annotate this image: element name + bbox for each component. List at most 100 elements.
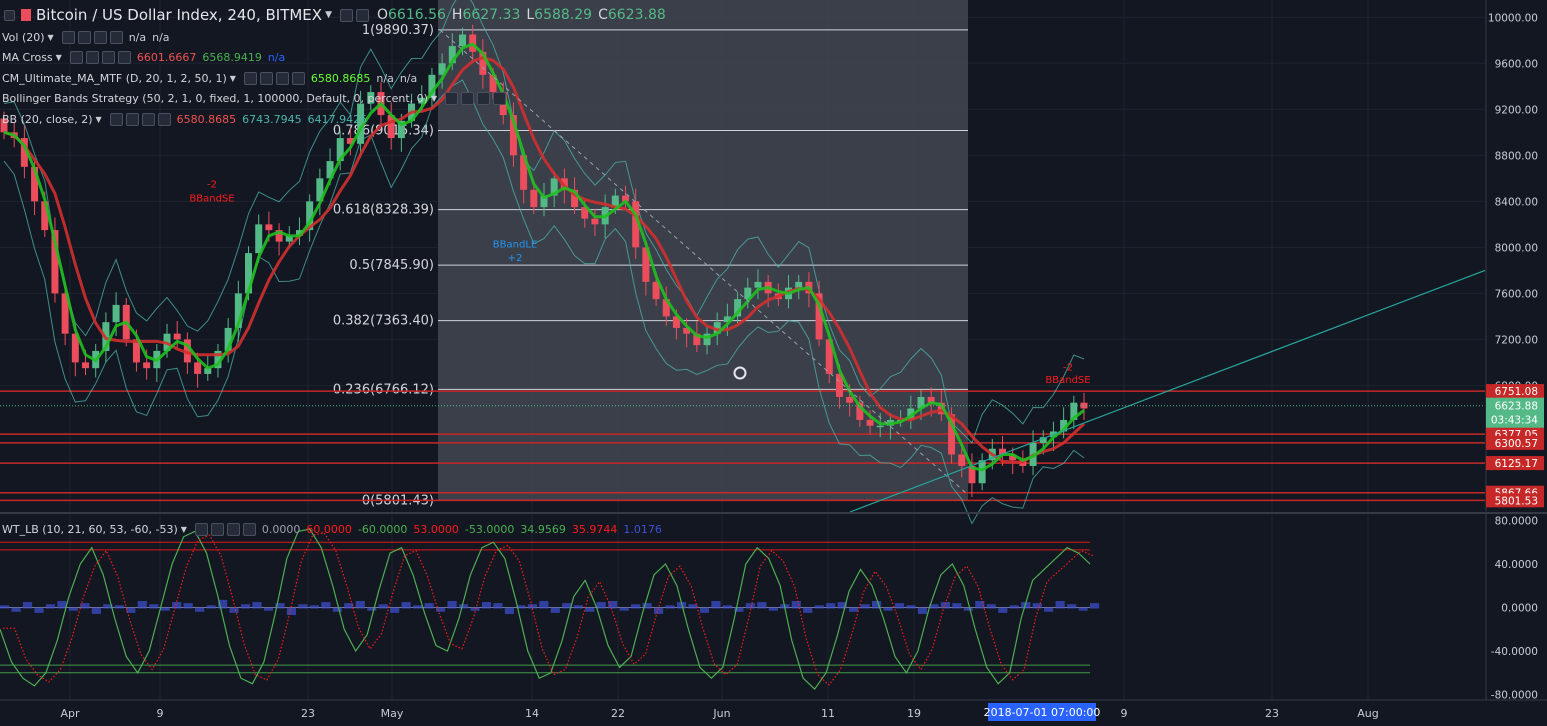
format-icon[interactable] <box>226 522 240 536</box>
oscillator-histogram-bar <box>883 607 893 611</box>
source-icon[interactable] <box>259 71 273 85</box>
indicator-name[interactable]: Vol (20) <box>2 30 45 44</box>
oscillator-histogram-bar <box>998 607 1008 613</box>
indicator-value: 6580.8685 <box>310 71 371 85</box>
settings-icon[interactable] <box>445 92 459 105</box>
candle-body <box>183 339 191 363</box>
candle-body <box>357 103 365 144</box>
indicator-row: BB (20, close, 2) ▼ 6580.8685 6743.7945 6417… <box>0 110 367 128</box>
source-icon[interactable] <box>210 522 224 536</box>
settings-icon[interactable] <box>243 71 257 85</box>
candle-body <box>306 201 314 231</box>
remove-icon[interactable] <box>242 522 256 536</box>
strategy-signal-label: BBandSE <box>189 193 234 204</box>
oscillator-histogram-bar <box>894 603 905 609</box>
chevron-down-icon[interactable]: ▼ <box>95 114 102 124</box>
candle-body <box>509 115 517 156</box>
oscillator-histogram-bar <box>1090 603 1100 609</box>
settings-icon[interactable] <box>61 30 75 44</box>
oscillator-histogram-bar <box>573 605 583 609</box>
format-icon[interactable] <box>275 71 289 85</box>
candle-body <box>672 316 680 328</box>
oscillator-histogram-bar <box>0 605 10 609</box>
time-tick-label: May <box>381 707 404 720</box>
candle-body <box>275 230 283 242</box>
candle-body <box>1070 402 1078 420</box>
format-icon[interactable] <box>477 92 491 105</box>
candle-body <box>662 299 670 317</box>
chevron-down-icon[interactable]: ▼ <box>325 10 332 20</box>
oscillator-tick-label: -40.0000 <box>1491 646 1538 658</box>
indicator-name[interactable]: MA Cross <box>2 51 53 64</box>
source-icon[interactable] <box>85 51 99 64</box>
strategy-signal-label: BBandSE <box>1045 375 1090 386</box>
candle-body <box>937 402 945 415</box>
format-icon[interactable] <box>93 30 107 44</box>
candle-body <box>835 373 843 397</box>
visibility-icon[interactable] <box>355 8 369 22</box>
candle-body <box>132 339 140 363</box>
oscillator-histogram-bar <box>860 604 870 609</box>
oscillator-histogram-bar <box>1078 607 1088 611</box>
oscillator-histogram-bar <box>1044 607 1054 612</box>
time-tick-label: Apr <box>60 707 80 720</box>
remove-icon[interactable] <box>109 30 123 44</box>
candle-body <box>82 362 90 369</box>
price-tick-label: 8800.00 <box>1495 150 1538 162</box>
symbol-title[interactable]: Bitcoin / US Dollar Index, 240, BITMEX <box>36 6 323 24</box>
fib-level-label: 0.618(8328.39) <box>333 203 434 218</box>
chevron-down-icon[interactable]: ▼ <box>47 32 54 42</box>
oscillator-histogram-bar <box>34 607 44 613</box>
candle-body <box>795 281 803 288</box>
time-tick-label: 14 <box>525 707 539 720</box>
oscillator-histogram-bar <box>11 607 21 612</box>
oscillator-tick-label: 0.0000 <box>1501 603 1538 615</box>
candle-body <box>143 362 151 369</box>
oscillator-histogram-bar <box>929 604 939 609</box>
indicator-name[interactable]: Bollinger Bands Strategy (50, 2, 1, 0, f… <box>2 92 428 105</box>
chevron-down-icon[interactable]: ▼ <box>180 524 187 534</box>
remove-icon[interactable] <box>291 71 305 85</box>
oscillator-histogram-bar <box>1055 600 1065 609</box>
oscillator-title[interactable]: WT_LB (10, 21, 60, 53, -60, -53) <box>2 522 178 536</box>
chevron-down-icon[interactable]: ▼ <box>430 94 438 103</box>
candle-body <box>856 402 864 420</box>
oscillator-histogram-bar <box>367 607 377 611</box>
remove-icon[interactable] <box>117 51 131 64</box>
candle-body <box>31 166 39 202</box>
format-icon[interactable] <box>141 112 155 126</box>
indicator-name[interactable]: CM_Ultimate_MA_MTF (D, 20, 1, 2, 50, 1) <box>2 71 227 85</box>
remove-icon[interactable] <box>157 112 171 126</box>
chevron-down-icon[interactable]: ▼ <box>229 73 236 83</box>
collapse-icon[interactable] <box>4 9 15 21</box>
price-tick-label: 7200.00 <box>1495 334 1538 346</box>
bollinger-upper-band <box>3 0 1085 444</box>
oscillator-value: 34.9569 <box>520 522 566 536</box>
candle-body <box>397 120 405 139</box>
candle-body <box>876 425 884 428</box>
settings-icon[interactable] <box>194 522 208 536</box>
settings-icon[interactable] <box>69 51 83 64</box>
candle-body <box>866 419 874 426</box>
source-icon[interactable] <box>461 92 475 105</box>
oscillator-histogram-bar <box>355 600 365 609</box>
candle-body <box>907 408 915 420</box>
candle-body <box>917 396 925 409</box>
settings-icon[interactable] <box>109 112 123 126</box>
indicator-name[interactable]: BB (20, close, 2) <box>2 112 93 126</box>
format-icon[interactable] <box>101 51 115 64</box>
chevron-down-icon[interactable]: ▼ <box>55 53 62 62</box>
indicator-value: n/a <box>399 71 418 85</box>
candle-body <box>51 230 59 294</box>
remove-icon[interactable] <box>493 92 507 105</box>
oscillator-tick-label: -80.0000 <box>1491 690 1538 702</box>
candle-body <box>581 207 589 219</box>
candle-body <box>245 253 253 294</box>
oscillator-histogram-bar <box>757 602 767 609</box>
oscillator-histogram-bar <box>585 607 595 612</box>
source-icon[interactable] <box>77 30 91 44</box>
source-icon[interactable] <box>125 112 139 126</box>
settings-icon[interactable] <box>339 8 353 22</box>
candle-body <box>683 327 691 334</box>
